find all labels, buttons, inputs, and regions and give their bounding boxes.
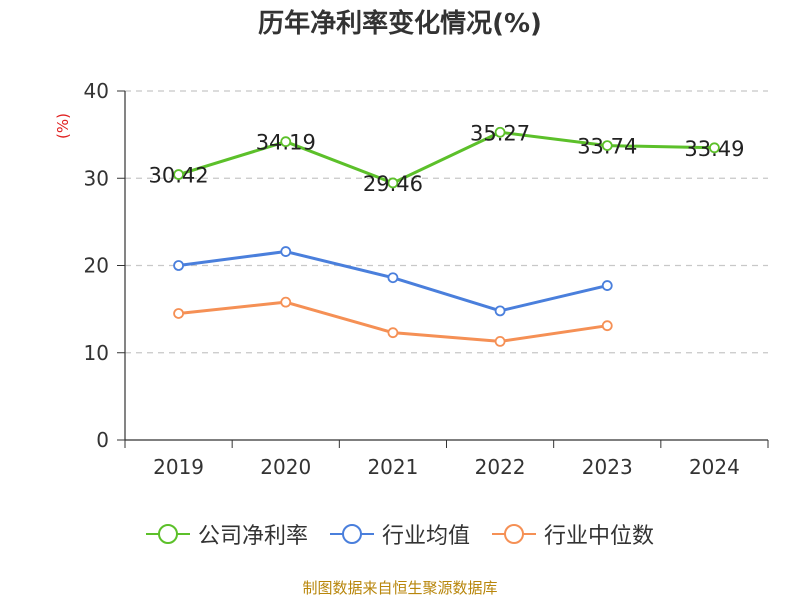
legend-label-industry-mean: 行业均值 (381, 524, 470, 549)
legend-label-industry-median: 行业中位数 (544, 524, 655, 549)
chart-title: 历年净利率变化情况(%) (258, 9, 542, 39)
legend: 公司净利率 行业均值 行业中位数 (0, 518, 800, 550)
data-point-1 (173, 260, 184, 271)
data-point-1 (280, 246, 292, 257)
x-tick-label: 2023 (582, 455, 633, 479)
source-note: 制图数据来自恒生聚源数据库 (302, 579, 498, 597)
y-tick-label: 30 (84, 166, 109, 190)
data-point-1 (494, 305, 506, 317)
x-tick-label: 2022 (475, 455, 526, 479)
legend-marker-company (145, 524, 190, 544)
data-point-2 (601, 320, 613, 332)
x-tick-label: 2024 (689, 455, 740, 479)
legend-label-company: 公司净利率 (197, 524, 308, 549)
data-label: 33.74 (577, 135, 637, 159)
legend-item-industry-mean[interactable]: 行业均值 (329, 518, 470, 550)
data-label: 30.42 (149, 164, 209, 188)
legend-marker-industry-median (492, 524, 536, 544)
data-point-2 (280, 296, 292, 308)
data-point-0 (280, 136, 292, 148)
legend-item-company[interactable]: 公司净利率 (145, 518, 308, 550)
legend-marker-industry-mean (329, 524, 374, 544)
data-point-0 (494, 126, 506, 138)
data-point-0 (709, 142, 720, 154)
data-point-2 (387, 327, 399, 339)
legend-item-industry-median[interactable]: 行业中位数 (492, 518, 654, 550)
data-point-0 (173, 169, 184, 180)
y-tick-label: 10 (84, 341, 109, 365)
series-line-0 (177, 130, 716, 185)
data-point-0 (601, 140, 613, 152)
x-tick-label: 2020 (260, 455, 311, 479)
data-point-2 (173, 308, 184, 319)
x-tick-label: 2021 (367, 455, 418, 479)
y-tick-label: 40 (84, 79, 109, 103)
data-point-1 (601, 280, 613, 291)
y-tick-label: 20 (84, 254, 109, 278)
x-tick-label: 2019 (153, 455, 204, 479)
data-point-0 (387, 177, 399, 189)
data-label: 29.46 (363, 172, 423, 196)
data-point-2 (494, 336, 506, 347)
data-point-1 (387, 272, 399, 284)
data-label: 34.19 (256, 131, 316, 155)
y-axis-label: (%) (54, 113, 72, 139)
y-tick-label: 0 (96, 428, 109, 452)
data-label: 35.27 (470, 121, 530, 145)
data-label: 33.49 (684, 137, 744, 161)
